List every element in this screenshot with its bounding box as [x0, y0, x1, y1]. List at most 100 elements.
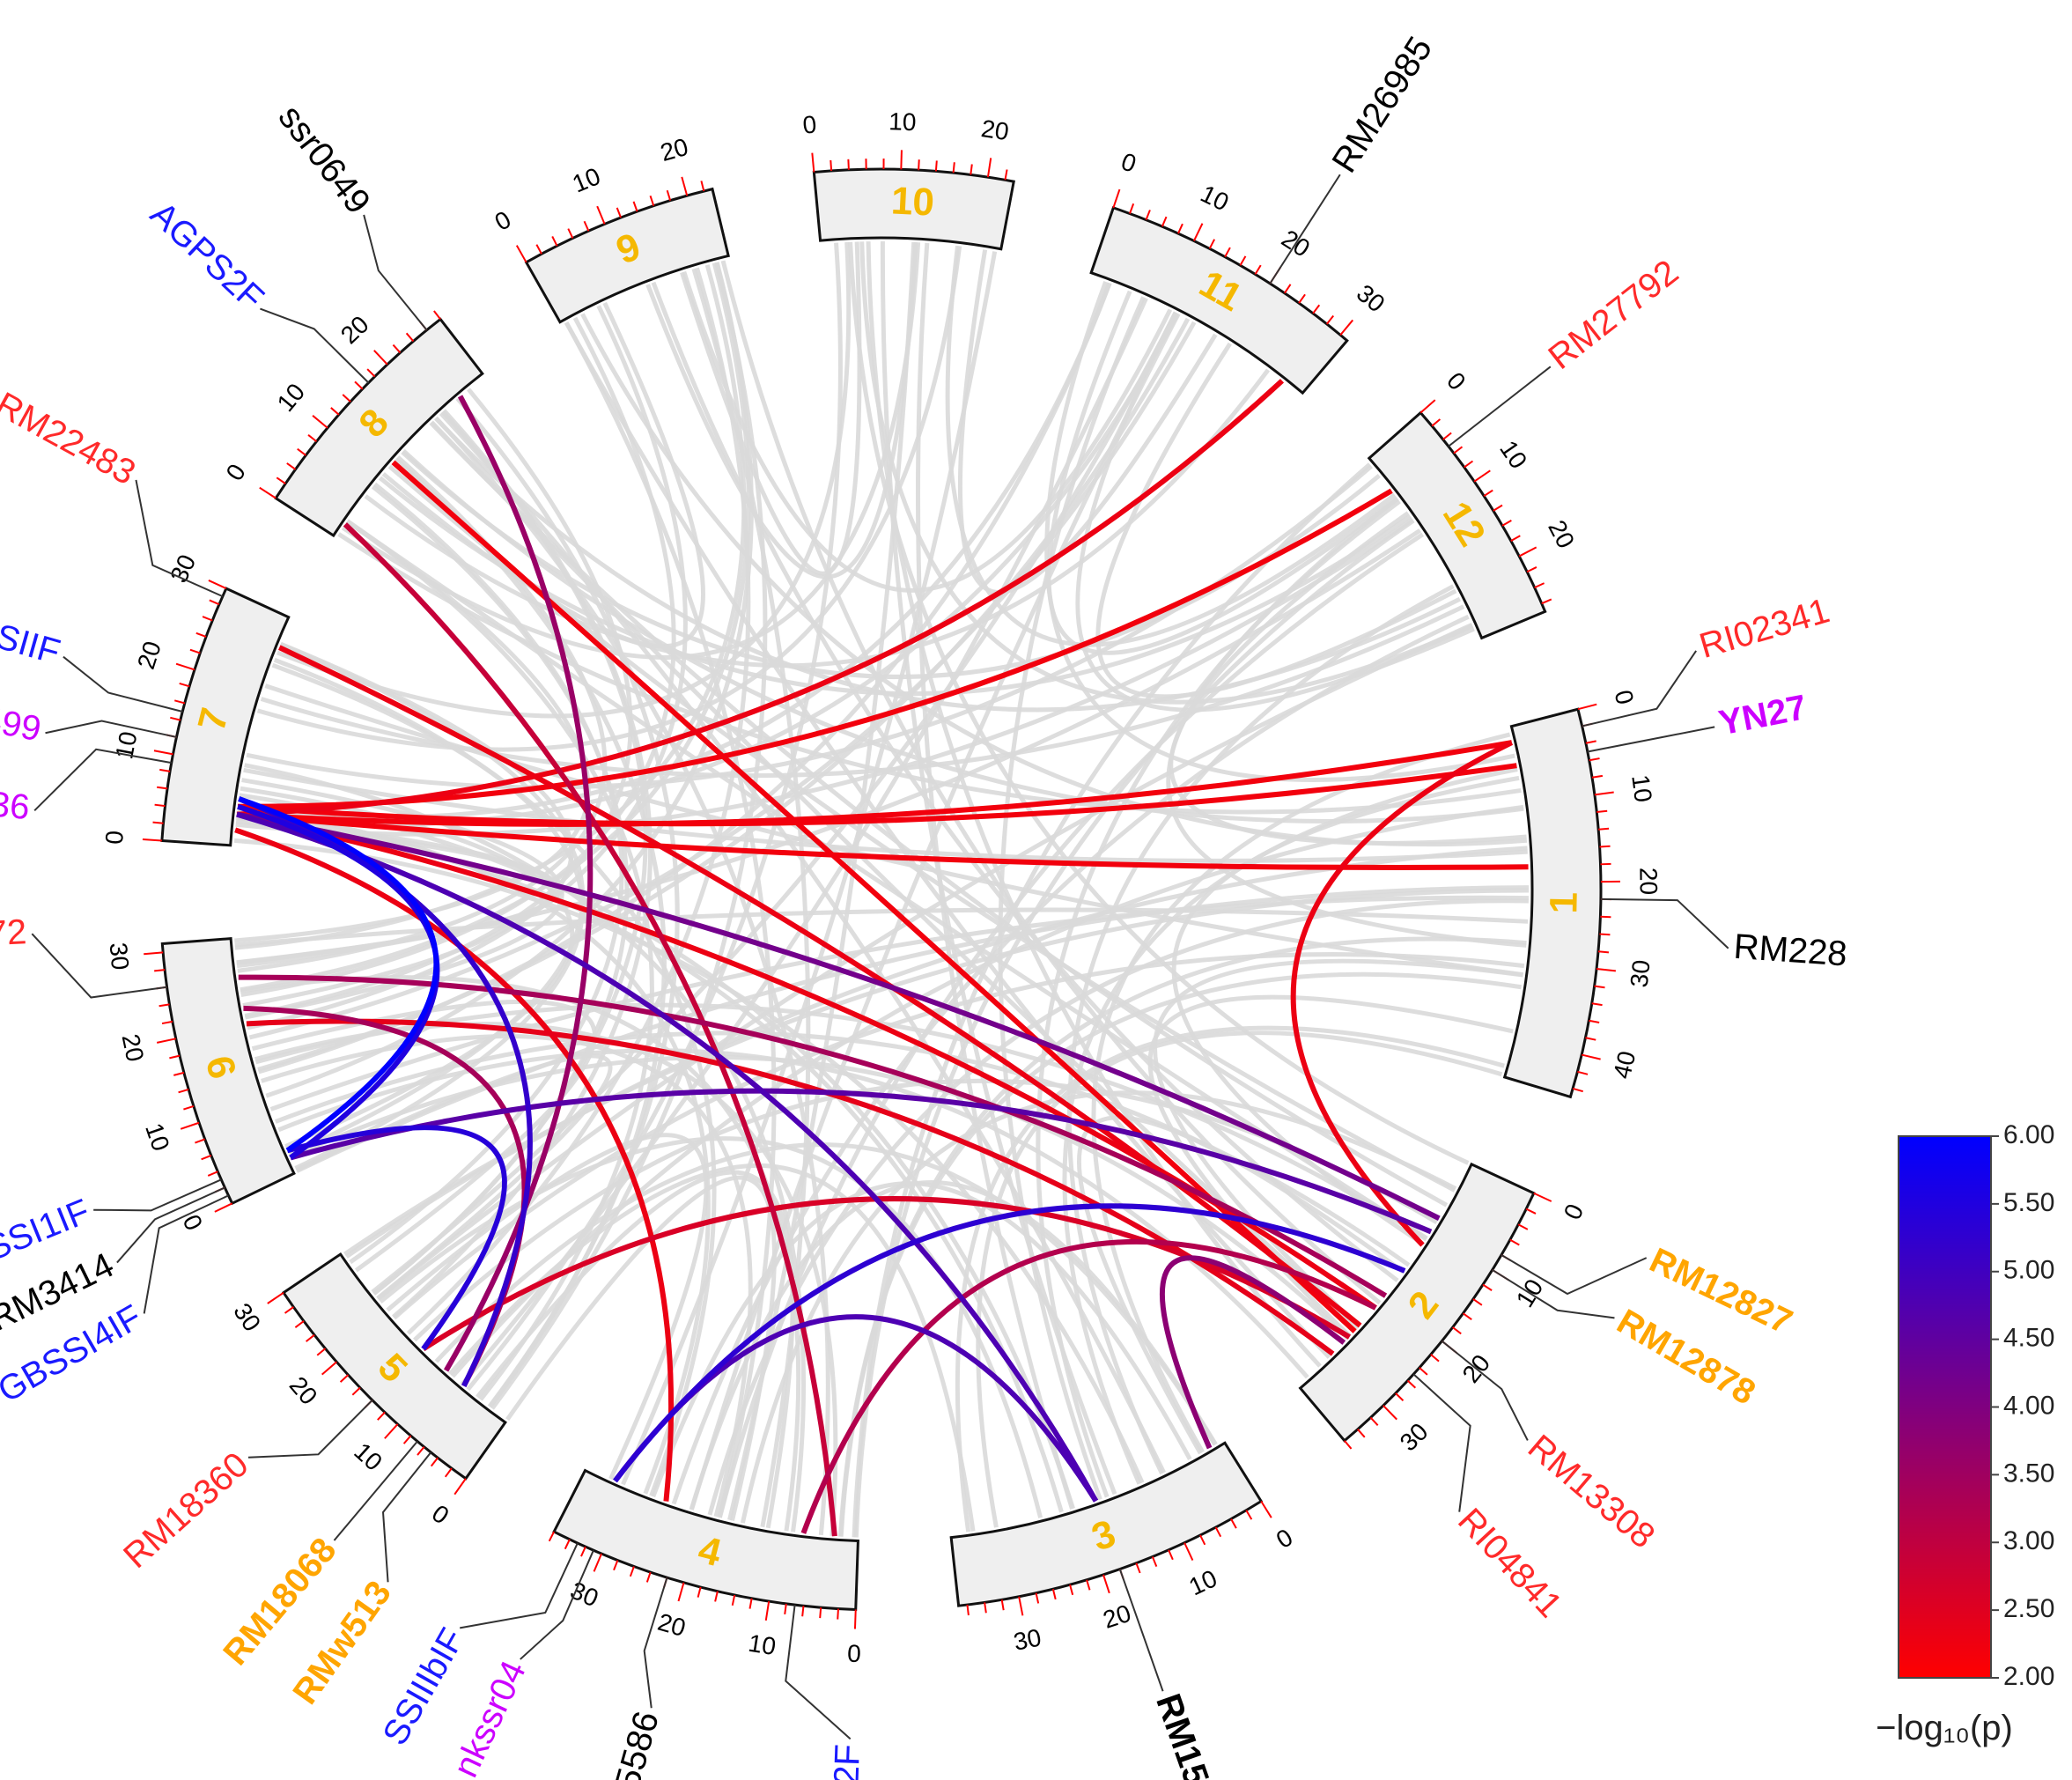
background-link	[1075, 311, 1475, 713]
tick-mark	[384, 1423, 399, 1439]
tick-label: 20	[117, 1031, 150, 1064]
marker-RM5586: RM5586	[594, 1577, 668, 1780]
background-link	[621, 251, 998, 1486]
tick-label: 30	[1352, 279, 1390, 318]
tick-mark	[830, 159, 833, 171]
tick-mark	[1161, 216, 1168, 227]
chromosome-1: 0 10 20 30 40 1	[1502, 687, 1663, 1099]
background-link	[645, 241, 918, 580]
tick-mark	[1589, 1019, 1600, 1023]
tick-mark	[1526, 566, 1537, 573]
marker-leader-line	[1448, 366, 1552, 447]
tick-mark	[286, 462, 297, 470]
tick-mark	[201, 1154, 212, 1161]
marker-leader-line	[1118, 1569, 1164, 1692]
tick-mark	[1312, 304, 1321, 314]
significant-link	[277, 645, 1362, 1328]
background-link	[448, 1163, 976, 1532]
tick-mark	[952, 162, 955, 174]
marker-label: RM13308	[1521, 1428, 1663, 1556]
marker-AGPS2F: AGPS2F	[143, 195, 370, 384]
tick-mark	[1326, 314, 1335, 325]
marker-label: SSIIIbIF	[375, 1622, 472, 1752]
tick-label: 10	[1185, 1564, 1221, 1600]
tick-label: 10	[272, 378, 311, 417]
tick-mark	[351, 1386, 361, 1396]
tick-mark	[1224, 247, 1231, 258]
tick-mark	[1168, 1549, 1174, 1561]
tick-mark	[1369, 1416, 1379, 1426]
background-link	[859, 241, 1474, 705]
tick-mark	[402, 1435, 412, 1444]
marker-label: YN27	[1715, 688, 1810, 742]
marker-leader-line	[1269, 174, 1341, 284]
tick-mark	[175, 662, 195, 671]
marker-leader-line	[785, 1605, 852, 1740]
tick-mark	[1298, 293, 1306, 304]
tick-mark	[567, 228, 574, 239]
significant-link	[613, 1203, 1406, 1483]
tick-mark	[173, 699, 186, 705]
tick-mark	[613, 1560, 619, 1571]
chromosome-band	[1089, 205, 1349, 395]
background-link	[257, 282, 1112, 1075]
tick-mark	[764, 1600, 771, 1621]
tick-mark	[307, 434, 318, 443]
tick-label: 0	[847, 1640, 862, 1668]
tick-mark	[189, 648, 201, 654]
chromosome-ideogram: 0102030401010203020102030301020304010203…	[100, 107, 1663, 1667]
significant-link	[238, 974, 1388, 1298]
tick-mark	[354, 380, 364, 390]
tick-label: 20	[979, 114, 1010, 145]
tick-mark	[1183, 1542, 1194, 1561]
tick-label: 20	[657, 133, 690, 166]
marker-leader-line	[247, 1399, 373, 1459]
tick-mark	[366, 368, 376, 378]
marker-PUL2F: PUL2F	[785, 1605, 867, 1780]
tick-mark	[666, 189, 672, 201]
marker-label: RM26985	[1324, 30, 1440, 180]
marker-leader-line	[31, 933, 167, 999]
tick-mark	[1419, 1367, 1428, 1376]
tick-mark	[259, 486, 277, 499]
tick-mark	[1473, 469, 1491, 483]
marker-leader-line	[1501, 1254, 1648, 1296]
marker-label: RM5436	[0, 776, 31, 827]
tick-label: 20	[1100, 1599, 1134, 1634]
tick-mark	[1112, 188, 1121, 209]
tick-mark	[153, 750, 173, 756]
marker-label: RM5499	[0, 686, 44, 749]
tick-mark	[645, 1571, 652, 1583]
significant-link	[237, 763, 1517, 827]
marker-leader-line	[460, 1542, 579, 1629]
tick-mark	[284, 1306, 294, 1314]
tick-mark	[1591, 774, 1604, 779]
marker-leader-line	[1600, 897, 1729, 949]
background-link	[439, 411, 1166, 1474]
marker-label: RM27792	[1541, 253, 1685, 377]
tick-mark	[1344, 1440, 1353, 1450]
marker-ssr0649: ssr0649	[270, 98, 428, 331]
background-link	[671, 614, 1470, 1505]
marker-leader-line	[1492, 1268, 1615, 1319]
significant-link	[286, 1125, 507, 1351]
tick-mark	[583, 220, 590, 232]
tick-label: 0	[427, 1499, 454, 1529]
tick-mark	[593, 1553, 602, 1572]
background-link	[955, 1025, 1505, 1533]
significant-link	[1160, 1255, 1346, 1450]
significant-link	[238, 796, 439, 1153]
background-link	[345, 520, 654, 1401]
tick-mark	[1239, 255, 1247, 266]
tick-mark	[405, 332, 415, 343]
tick-label: 0	[1442, 367, 1471, 395]
background-link	[837, 936, 1527, 1537]
marker-leader-line	[93, 1178, 222, 1212]
marker-label: RM5586	[594, 1707, 667, 1780]
tick-mark	[1245, 1510, 1253, 1520]
tick-label: 10	[1197, 180, 1234, 216]
tick-mark	[1230, 1518, 1237, 1529]
tick-mark	[1102, 1574, 1110, 1594]
tick-mark	[1069, 1584, 1074, 1596]
